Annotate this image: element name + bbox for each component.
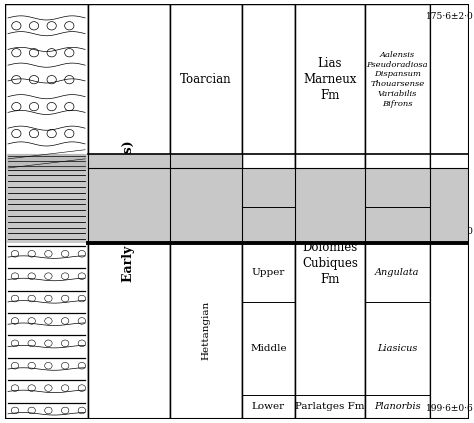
Text: Semicostatum
Bucklandi: Semicostatum Bucklandi [365,214,429,235]
Bar [5,4,88,419]
Text: Hettangian: Hettangian [201,301,210,360]
Text: Dolomies
Cubiques
Fm: Dolomies Cubiques Fm [302,242,358,286]
Text: [Pliensbachian]: [Pliensbachian] [170,157,241,166]
Text: Sinemurian: Sinemurian [201,175,210,236]
Bar [365,4,430,419]
Text: Liasicus: Liasicus [377,344,418,353]
Text: 199·6±0·6: 199·6±0·6 [426,404,474,412]
Text: Parlatges Fm: Parlatges Fm [295,402,365,411]
Text: Oxynotum
Obtusum
Turneri: Oxynotum Obtusum Turneri [374,172,420,203]
Text: Lias
Calcaire
Fm: Lias Calcaire Fm [305,183,355,228]
Bar [88,154,430,168]
Bar [170,4,242,419]
Text: Lower: Lower [252,220,285,229]
Bar [5,154,88,243]
Bar [88,154,170,243]
Text: Planorbis: Planorbis [374,402,420,411]
Text: Lias
Marneux
Fm: Lias Marneux Fm [303,57,356,102]
Bar [88,4,170,419]
Text: Early Jurassic (Lias): Early Jurassic (Lias) [122,141,136,282]
Bar [430,168,469,243]
Text: 175·6±2·0: 175·6±2·0 [426,12,474,21]
Bar [242,168,295,243]
Text: Toarcian: Toarcian [180,73,231,86]
Text: 196·5±1·0: 196·5±1·0 [426,228,474,236]
Bar [5,154,88,243]
Bar [295,4,365,419]
Text: Lower: Lower [252,402,285,411]
Bar [295,168,365,243]
Bar [430,4,469,419]
Bar [88,168,430,243]
Bar [170,154,242,243]
Bar [365,206,430,243]
Text: Upper: Upper [252,268,285,277]
Text: Upper: Upper [252,183,285,192]
Bar [242,4,295,419]
Text: Angulata: Angulata [375,268,419,277]
Text: Aalensis
Pseudoradiosa
Dispansum
Thouarsense
Variabilis
Bifrons: Aalensis Pseudoradiosa Dispansum Thouars… [366,51,428,108]
Text: Middle: Middle [250,344,287,353]
Bar [365,168,430,206]
